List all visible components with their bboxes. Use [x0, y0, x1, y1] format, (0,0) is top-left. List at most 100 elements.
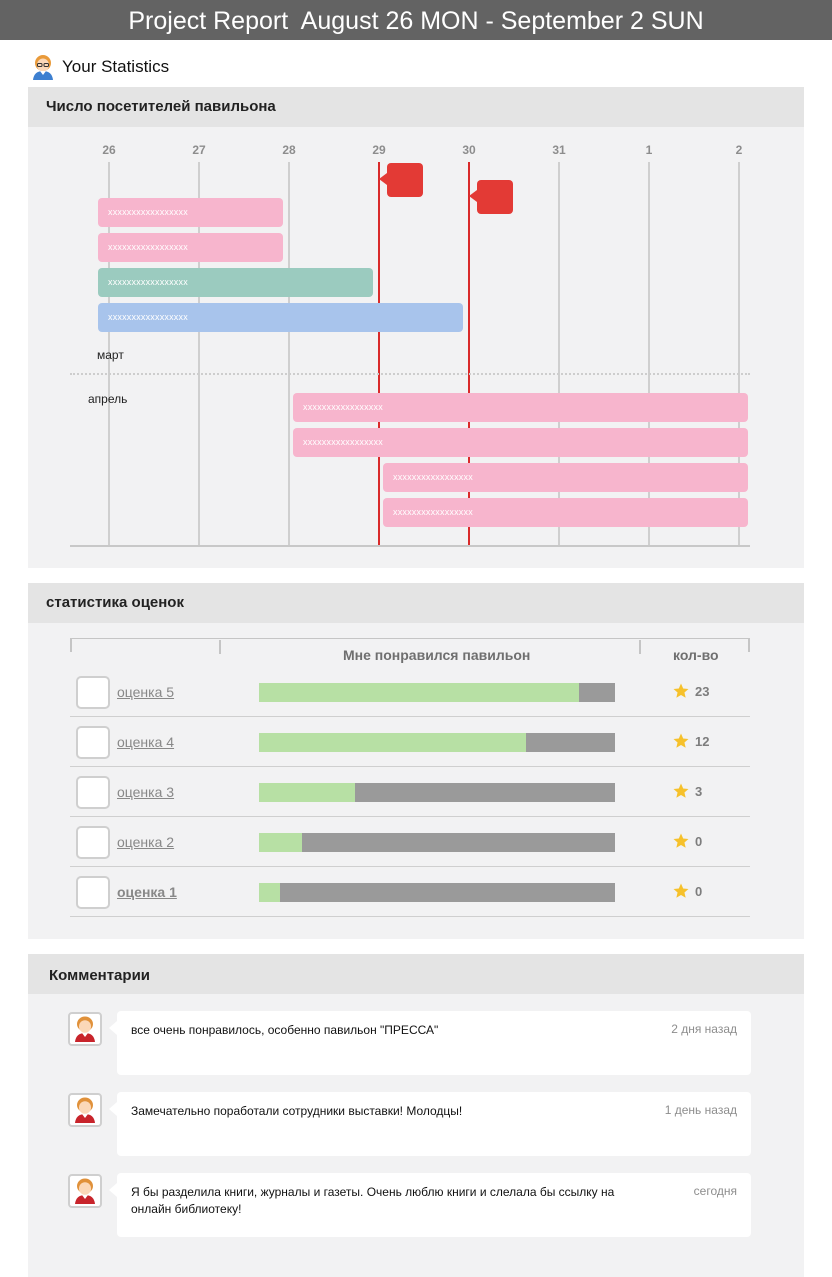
comments-panel-title: Комментарии [49, 967, 151, 984]
rating-count: 0 [695, 834, 703, 849]
day-label: 30 [462, 143, 476, 157]
month-label: апрель [88, 392, 128, 406]
comment-bubble: Замечательно поработали сотрудники выста… [109, 1092, 751, 1156]
gantt-bar[interactable]: xxxxxxxxxxxxxxxxx [98, 268, 373, 297]
rating-bar-fill [259, 733, 526, 752]
rating-row: оценка 1 0 [70, 867, 750, 917]
commenter-avatar[interactable] [68, 1174, 102, 1208]
month-label: март [97, 348, 124, 362]
report-title: Project Report August 26 MON - September… [0, 0, 832, 40]
comment-bubble: Я бы разделила книги, журналы и газеты. … [109, 1173, 751, 1237]
day-gridline [558, 162, 560, 546]
day-label: 28 [282, 143, 296, 157]
gantt-baseline [70, 545, 750, 547]
rating-row: оценка 4 12 [70, 717, 750, 767]
rating-bar-fill [259, 833, 302, 852]
day-gridline [648, 162, 650, 546]
rating-checkbox[interactable] [76, 826, 110, 859]
rating-bar-track [259, 783, 615, 802]
rating-checkbox[interactable] [76, 876, 110, 909]
ratings-table-header-line [70, 638, 750, 639]
star-icon [673, 733, 689, 748]
day-label: 31 [552, 143, 566, 157]
comment-timestamp: 2 дня назад [671, 1022, 737, 1036]
rating-checkbox[interactable] [76, 676, 110, 709]
comment-bubble: все очень понравилось, особенно павильон… [109, 1011, 751, 1075]
gantt-bar[interactable]: xxxxxxxxxxxxxxxxx [293, 393, 748, 422]
rating-label-link[interactable]: оценка 1 [117, 884, 177, 900]
visitors-panel: Число посетителей павильона 26 27 28 29 30 31… [28, 87, 804, 568]
day-label: 1 [645, 143, 653, 157]
comments-panel: Комментарии все очень понравилось, особе… [28, 954, 804, 1277]
day-label: 26 [102, 143, 116, 157]
comment-text: Я бы разделила книги, журналы и газеты. … [131, 1185, 615, 1216]
day-gridline [198, 162, 200, 546]
comment-text: Замечательно поработали сотрудники выста… [131, 1104, 463, 1118]
today-marker-line [378, 162, 380, 545]
user-avatar-icon [33, 55, 53, 80]
gantt-bar[interactable]: xxxxxxxxxxxxxxxxx [383, 463, 748, 492]
ratings-panel: статистика оценок Мне понравился павильо… [28, 583, 804, 939]
rating-count: 0 [695, 884, 703, 899]
day-label: 2 [735, 143, 743, 157]
gantt-bar[interactable]: xxxxxxxxxxxxxxxxx [293, 428, 748, 457]
rating-bar-track [259, 733, 615, 752]
column-header-count: кол-во [673, 647, 719, 663]
rating-count: 23 [695, 684, 710, 699]
ratings-panel-title: статистика оценок [46, 594, 184, 611]
rating-label-link[interactable]: оценка 2 [117, 834, 175, 850]
marker-flag[interactable] [379, 163, 423, 197]
rating-bar-track [259, 883, 615, 902]
rating-checkbox[interactable] [76, 726, 110, 759]
day-gridline [108, 162, 110, 546]
visitors-panel-header: Число посетителей павильона [28, 87, 804, 127]
rating-row: оценка 5 23 [70, 667, 750, 717]
comment-timestamp: сегодня [693, 1184, 737, 1198]
day-label: 29 [372, 143, 386, 157]
commenter-avatar[interactable] [68, 1012, 102, 1046]
star-icon [673, 883, 689, 898]
gantt-bar[interactable]: xxxxxxxxxxxxxxxxx [98, 233, 283, 262]
commenter-avatar-icon [75, 1016, 95, 1042]
comment-text: все очень понравилось, особенно павильон… [131, 1023, 439, 1037]
day-label: 27 [192, 143, 206, 157]
today-marker-line [468, 162, 470, 545]
rating-bar-fill [259, 683, 580, 702]
rating-checkbox[interactable] [76, 776, 110, 809]
rating-label-link[interactable]: оценка 5 [117, 684, 175, 700]
rating-row: оценка 3 3 [70, 767, 750, 817]
header-divider [639, 640, 641, 654]
star-icon [673, 783, 689, 798]
month-separator [70, 373, 750, 375]
rating-count: 3 [695, 784, 703, 799]
rating-label-link[interactable]: оценка 3 [117, 784, 175, 800]
star-icon [673, 683, 689, 698]
day-gridline [288, 162, 290, 546]
header-divider [70, 638, 72, 652]
star-icon [673, 833, 689, 848]
header-divider [219, 640, 221, 654]
commenter-avatar-icon [75, 1178, 95, 1204]
rating-bar-track [259, 683, 615, 702]
column-header-liked: Мне понравился павильон [343, 647, 531, 663]
commenter-avatar[interactable] [68, 1093, 102, 1127]
rating-count: 12 [695, 734, 710, 749]
day-gridline [738, 162, 740, 546]
rating-bar-fill [259, 783, 356, 802]
rating-bar-fill [259, 883, 281, 902]
user-statistics-label: Your Statistics [62, 57, 170, 76]
comment-timestamp: 1 день назад [664, 1103, 737, 1117]
ratings-panel-header: статистика оценок [28, 583, 804, 623]
gantt-bar[interactable]: xxxxxxxxxxxxxxxxx [98, 303, 463, 332]
rating-row: оценка 2 0 [70, 817, 750, 867]
rating-bar-track [259, 833, 615, 852]
gantt-bar[interactable]: xxxxxxxxxxxxxxxxx [383, 498, 748, 527]
gantt-bar[interactable]: xxxxxxxxxxxxxxxxx [98, 198, 283, 227]
visitors-panel-title: Число посетителей павильона [46, 98, 276, 115]
marker-flag[interactable] [469, 180, 513, 214]
user-statistics[interactable]: Your Statistics [30, 52, 169, 82]
comments-panel-header: Комментарии [28, 954, 804, 994]
header-divider [748, 638, 750, 652]
rating-label-link[interactable]: оценка 4 [117, 734, 175, 750]
